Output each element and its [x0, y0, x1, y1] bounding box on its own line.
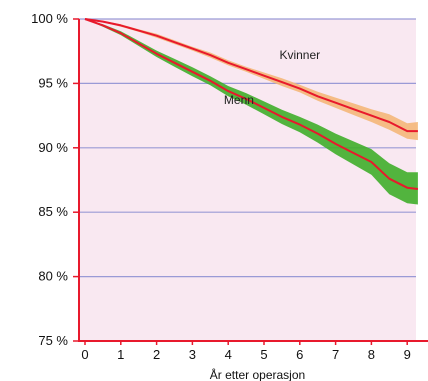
- x-axis-title: År etter operasjon: [210, 367, 305, 381]
- y-tick-label-90: 90 %: [38, 140, 68, 155]
- x-tick-label-2: 2: [153, 347, 160, 362]
- y-tick-label-80: 80 %: [38, 269, 68, 284]
- series-line-menn: [84, 18, 419, 190]
- plot-background: [79, 19, 416, 341]
- x-tick-label-7: 7: [332, 347, 339, 362]
- y-tick-label-85: 85 %: [38, 204, 68, 219]
- x-tick-label-1: 1: [117, 347, 124, 362]
- confidence-band-menn: [85, 19, 418, 205]
- x-tick-label-5: 5: [260, 347, 267, 362]
- series-labels: Kvinner Menn: [224, 48, 320, 107]
- x-tick-label-8: 8: [368, 347, 375, 362]
- series-line-kvinner: [84, 18, 418, 133]
- series-label-menn: Menn: [224, 93, 254, 107]
- x-tick-label-6: 6: [296, 347, 303, 362]
- x-tick-label-9: 9: [404, 347, 411, 362]
- axes: [73, 18, 428, 345]
- y-tick-label-75: 75 %: [38, 333, 68, 348]
- x-tick-label-0: 0: [81, 347, 88, 362]
- series-label-kvinner: Kvinner: [279, 48, 320, 62]
- x-tick-label-4: 4: [225, 347, 232, 362]
- x-tick-label-3: 3: [189, 347, 196, 362]
- y-tick-label-95: 95 %: [38, 75, 68, 90]
- confidence-bands: [85, 19, 418, 205]
- y-tick-label-100: 100 %: [31, 11, 68, 26]
- series-lines: [84, 18, 419, 190]
- tick-labels: 100 % 95 % 90 % 85 % 80 % 75 % 0 1 2 3 4 5 6 7 8 9: [31, 11, 411, 362]
